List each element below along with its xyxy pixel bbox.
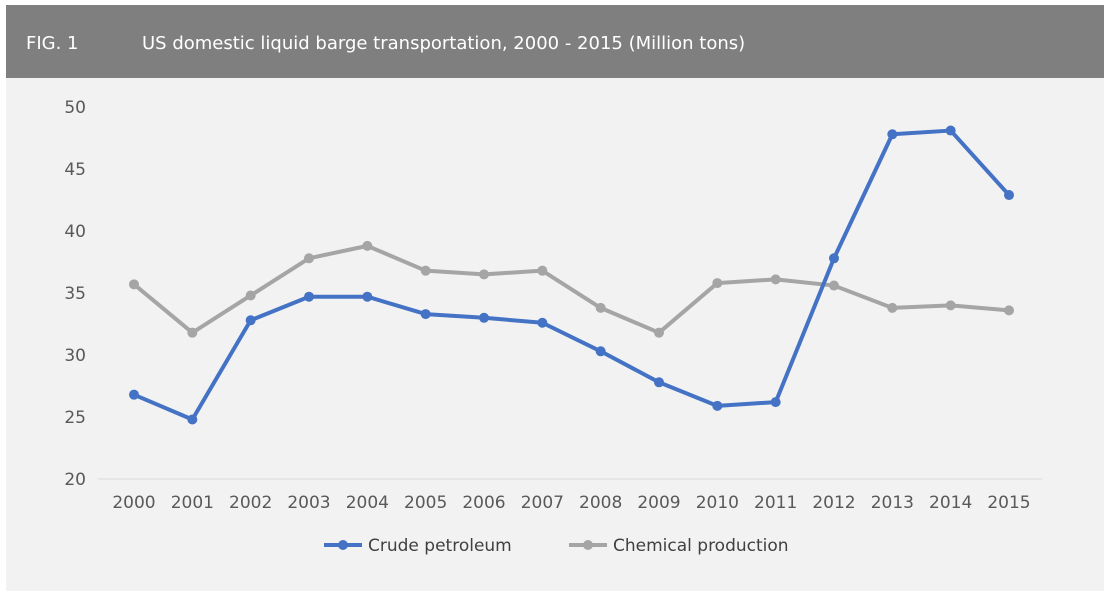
- y-tick-label: 50: [64, 98, 86, 118]
- x-tick-label: 2012: [812, 493, 855, 513]
- x-tick-label: 2013: [871, 493, 914, 513]
- x-tick-label: 2002: [229, 493, 272, 513]
- chart-title: US domestic liquid barge transportation,…: [142, 33, 746, 54]
- data-point: [1004, 305, 1014, 316]
- y-axis: 20 25 30 35 40 45 50: [64, 98, 86, 490]
- y-tick-label: 20: [64, 470, 86, 490]
- data-point: [245, 315, 256, 326]
- series-group: [129, 125, 1014, 425]
- x-axis: 2000 2001 2002 2003 2004 2005 2006 2007 2008 2009…: [112, 493, 1030, 513]
- x-tick-label: 2015: [987, 493, 1030, 513]
- data-point: [654, 377, 664, 388]
- data-point: [187, 414, 198, 425]
- legend-item: Chemical production: [569, 536, 789, 556]
- data-point: [945, 125, 956, 136]
- data-point: [304, 291, 314, 302]
- data-point: [304, 253, 314, 264]
- legend-label: Crude petroleum: [368, 536, 512, 556]
- data-point: [770, 274, 781, 285]
- figure-header: FIG. 1 US domestic liquid barge transpor…: [6, 5, 1104, 78]
- figure-panel: FIG. 1 US domestic liquid barge transpor…: [6, 5, 1104, 591]
- data-point: [362, 240, 373, 251]
- y-tick-label: 30: [64, 346, 86, 366]
- x-tick-label: 2003: [287, 493, 330, 513]
- series-crude-petroleum: [129, 125, 1014, 425]
- y-tick-label: 40: [64, 222, 86, 242]
- legend-swatch-marker: [338, 540, 348, 550]
- data-point: [887, 129, 898, 140]
- x-tick-label: 2009: [637, 493, 680, 513]
- x-tick-label: 2007: [521, 493, 564, 513]
- data-point: [420, 309, 431, 320]
- y-tick-label: 35: [64, 284, 86, 304]
- data-point: [712, 400, 723, 411]
- x-tick-label: 2004: [346, 493, 389, 513]
- data-point: [245, 290, 256, 301]
- x-tick-label: 2010: [696, 493, 739, 513]
- x-tick-label: 2014: [929, 493, 972, 513]
- legend-item: Crude petroleum: [324, 536, 512, 556]
- data-point: [187, 327, 198, 338]
- legend-swatch-marker: [583, 540, 593, 550]
- series-chemical-production: [129, 240, 1014, 338]
- x-tick-label: 2008: [579, 493, 622, 513]
- x-tick-label: 2000: [112, 493, 155, 513]
- data-point: [595, 302, 606, 313]
- figure-label: FIG. 1: [26, 33, 79, 54]
- data-point: [420, 265, 431, 276]
- data-point: [770, 397, 781, 408]
- x-tick-label: 2011: [754, 493, 797, 513]
- data-point: [537, 317, 548, 328]
- x-tick-label: 2005: [404, 493, 447, 513]
- data-point: [945, 300, 956, 311]
- y-tick-label: 45: [64, 160, 86, 180]
- series-line: [132, 243, 1011, 335]
- data-point: [479, 312, 489, 323]
- data-point: [479, 269, 489, 280]
- data-point: [1004, 190, 1014, 201]
- data-point: [537, 265, 548, 276]
- x-tick-label: 2006: [462, 493, 505, 513]
- series-line: [132, 128, 1011, 422]
- x-tick-label: 2001: [171, 493, 214, 513]
- data-point: [595, 346, 606, 357]
- data-point: [362, 291, 373, 302]
- data-point: [887, 302, 898, 313]
- legend-label: Chemical production: [613, 536, 789, 556]
- data-point: [129, 389, 139, 400]
- data-point: [654, 327, 664, 338]
- data-point: [829, 253, 839, 264]
- data-point: [712, 278, 723, 289]
- data-point: [829, 280, 839, 291]
- y-tick-label: 25: [64, 408, 86, 428]
- legend: Crude petroleum Chemical production: [324, 536, 789, 556]
- data-point: [129, 279, 139, 290]
